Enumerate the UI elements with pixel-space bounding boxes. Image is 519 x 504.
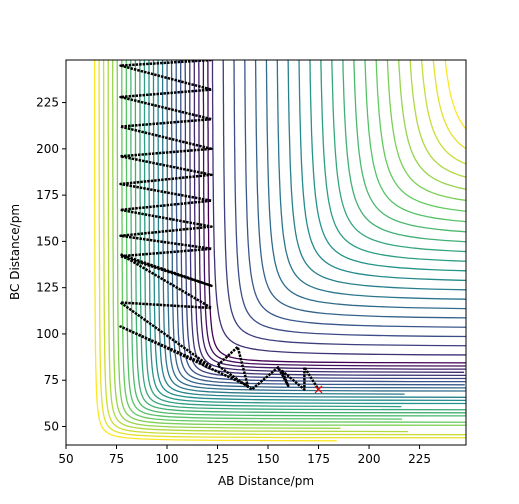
contour-line bbox=[245, 38, 495, 328]
y-tick-label: 125 bbox=[36, 281, 59, 295]
contour-line bbox=[176, 38, 465, 385]
x-axis-label: AB Distance/pm bbox=[218, 474, 314, 488]
contour-line bbox=[266, 38, 496, 309]
contour-line bbox=[135, 38, 519, 413]
x-tick-label: 125 bbox=[206, 452, 229, 466]
y-axis-label: BC Distance/pm bbox=[8, 204, 22, 300]
y-tick-label: 75 bbox=[44, 373, 59, 387]
x-tick-label: 150 bbox=[257, 452, 280, 466]
contour-line bbox=[181, 38, 519, 382]
x-tick-label: 100 bbox=[156, 452, 179, 466]
y-tick-label: 175 bbox=[36, 188, 59, 202]
contour-line bbox=[288, 38, 506, 291]
contour-line bbox=[299, 38, 512, 281]
contour-line bbox=[208, 38, 519, 363]
contour-line bbox=[387, 38, 495, 204]
y-tick-label: 150 bbox=[36, 234, 59, 248]
y-tick-label: 200 bbox=[36, 142, 59, 156]
contour-line bbox=[332, 38, 494, 253]
y-tick-label: 225 bbox=[36, 96, 59, 110]
x-tick-label: 75 bbox=[109, 452, 124, 466]
contours bbox=[95, 38, 519, 441]
y-tick-label: 50 bbox=[44, 419, 59, 433]
contour-line bbox=[364, 38, 492, 224]
x-tick-label: 175 bbox=[307, 452, 330, 466]
x-tick-label: 225 bbox=[408, 452, 431, 466]
x-tick-label: 50 bbox=[58, 452, 73, 466]
contour-line bbox=[342, 38, 490, 243]
y-tick-label: 100 bbox=[36, 327, 59, 341]
contour-line bbox=[443, 38, 490, 146]
contour-line bbox=[376, 38, 497, 214]
x-tick-label: 200 bbox=[358, 452, 381, 466]
contour-line bbox=[409, 38, 492, 182]
contour-line bbox=[420, 38, 492, 171]
contour-line bbox=[432, 38, 492, 159]
contour-line bbox=[310, 38, 493, 272]
